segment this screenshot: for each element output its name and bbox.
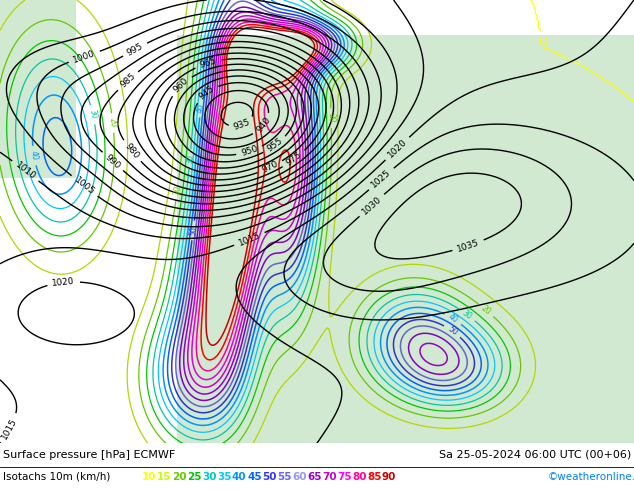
Text: 1020: 1020 <box>52 277 75 288</box>
Text: 20: 20 <box>479 303 493 317</box>
Text: 995: 995 <box>126 42 145 57</box>
Text: 80: 80 <box>352 472 366 482</box>
Text: 10: 10 <box>536 36 545 46</box>
Text: 1005: 1005 <box>73 175 96 196</box>
Text: 65: 65 <box>307 472 321 482</box>
Text: 990: 990 <box>103 152 122 171</box>
Text: 965: 965 <box>198 56 217 70</box>
Text: 50: 50 <box>262 472 276 482</box>
Text: 960: 960 <box>172 76 190 95</box>
Text: 935: 935 <box>233 118 252 132</box>
Text: 1015: 1015 <box>237 231 262 248</box>
Text: 85: 85 <box>367 472 382 482</box>
Text: 70: 70 <box>322 472 337 482</box>
Text: 25: 25 <box>187 472 202 482</box>
Text: 20: 20 <box>327 113 336 123</box>
Text: 40: 40 <box>196 102 205 113</box>
Text: 975: 975 <box>285 150 304 168</box>
Text: 40: 40 <box>446 313 460 325</box>
Text: 60: 60 <box>292 472 306 482</box>
Text: 20: 20 <box>172 184 183 195</box>
Text: 30: 30 <box>87 109 98 121</box>
Text: 10: 10 <box>142 472 157 482</box>
Text: 985: 985 <box>119 72 137 90</box>
Text: 1025: 1025 <box>370 168 393 190</box>
Text: 1035: 1035 <box>456 238 481 254</box>
Text: 30: 30 <box>460 308 474 321</box>
Text: 1020: 1020 <box>386 137 409 160</box>
Text: 980: 980 <box>123 142 141 161</box>
Text: 15: 15 <box>157 472 172 482</box>
Text: 20: 20 <box>108 118 118 128</box>
Text: 30: 30 <box>202 472 216 482</box>
Text: 45: 45 <box>247 472 262 482</box>
Text: 1000: 1000 <box>72 49 96 65</box>
Text: 945: 945 <box>197 84 216 102</box>
Text: 20: 20 <box>172 472 186 482</box>
Text: 1030: 1030 <box>360 195 384 216</box>
Text: 40: 40 <box>29 150 39 161</box>
Text: 1010: 1010 <box>13 160 37 181</box>
Text: 940: 940 <box>255 116 272 135</box>
Text: 50: 50 <box>446 325 459 338</box>
Text: 40: 40 <box>232 472 247 482</box>
Text: 1015: 1015 <box>0 416 19 441</box>
Text: Isotachs 10m (km/h): Isotachs 10m (km/h) <box>3 472 117 482</box>
Text: 970: 970 <box>261 160 280 175</box>
Text: Sa 25-05-2024 06:00 UTC (00+06): Sa 25-05-2024 06:00 UTC (00+06) <box>439 449 631 460</box>
Text: 30: 30 <box>185 154 195 164</box>
Text: 950: 950 <box>240 145 259 158</box>
Text: 35: 35 <box>217 472 231 482</box>
Text: 955: 955 <box>265 137 285 154</box>
Text: ©weatheronline.co.uk: ©weatheronline.co.uk <box>548 472 634 482</box>
Text: 55: 55 <box>277 472 292 482</box>
Text: 90: 90 <box>382 472 396 482</box>
Text: Surface pressure [hPa] ECMWF: Surface pressure [hPa] ECMWF <box>3 449 175 460</box>
Text: 50: 50 <box>188 225 198 236</box>
Text: 75: 75 <box>337 472 352 482</box>
